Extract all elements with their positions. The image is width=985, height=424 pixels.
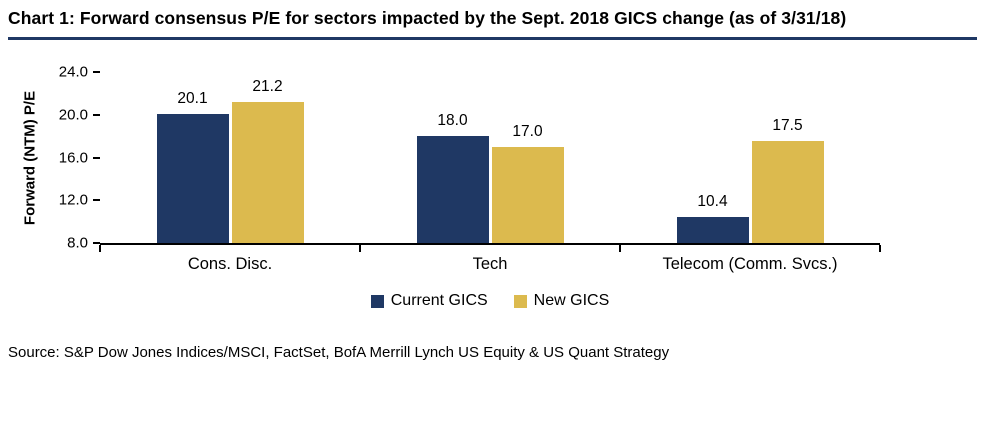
value-label: 10.4: [697, 193, 728, 211]
legend-swatch: [370, 294, 384, 308]
bar-group: 20.1 21.2: [100, 72, 360, 243]
legend-item: Current GICS: [370, 292, 488, 310]
legend-swatch: [513, 294, 527, 308]
y-tick-mark: [93, 199, 100, 202]
bar-current-gics: 10.4: [676, 193, 749, 243]
y-tick-label: 20.0: [58, 106, 88, 124]
x-category-label: Telecom (Comm. Svcs.): [662, 255, 838, 273]
x-category-label: Cons. Disc.: [187, 255, 273, 273]
bar-current-gics: 20.1: [156, 90, 229, 243]
y-tick-mark: [93, 242, 100, 244]
value-label: 17.0: [512, 122, 543, 140]
y-axis-label: Forward (NTM) P/E: [21, 90, 39, 226]
x-tick-mark: [359, 245, 361, 252]
x-category-label: Tech: [472, 255, 508, 273]
bar-group: 10.4 17.5: [620, 72, 880, 243]
y-tick-label: 24.0: [58, 63, 88, 81]
value-label: 20.1: [177, 89, 208, 107]
bar-new-gics: 17.5: [751, 117, 824, 243]
legend-item: New GICS: [513, 292, 610, 310]
legend: Current GICS New GICS: [100, 292, 880, 310]
y-tick-label: 12.0: [58, 191, 88, 209]
value-label: 21.2: [252, 77, 283, 95]
bar-group: 18.0 17.0: [360, 72, 620, 243]
source-text: Source: S&P Dow Jones Indices/MSCI, Fact…: [8, 344, 670, 361]
x-tick-mark: [879, 245, 881, 252]
y-tick-mark: [93, 71, 100, 73]
title-rule: [8, 37, 977, 40]
plot-area: 8.0 12.0 16.0 20.0 24.0 20.1 21.2 Cons. Disc. 18…: [59, 64, 881, 273]
bar-current-gics: 18.0: [416, 112, 489, 243]
legend-label: Current GICS: [390, 292, 488, 309]
legend-label: New GICS: [533, 292, 610, 309]
value-label: 17.5: [772, 117, 803, 135]
y-tick-label: 16.0: [58, 149, 88, 166]
chart-title: Chart 1: Forward consensus P/E for secto…: [8, 8, 847, 28]
bar-new-gics: 21.2: [231, 78, 304, 243]
bar-new-gics: 17.0: [491, 123, 564, 243]
y-tick-mark: [93, 113, 100, 116]
x-tick-mark: [99, 245, 101, 252]
value-label: 18.0: [437, 112, 468, 130]
y-tick-mark: [93, 156, 100, 159]
x-tick-mark: [619, 245, 621, 252]
y-tick-label: 8.0: [67, 234, 88, 252]
